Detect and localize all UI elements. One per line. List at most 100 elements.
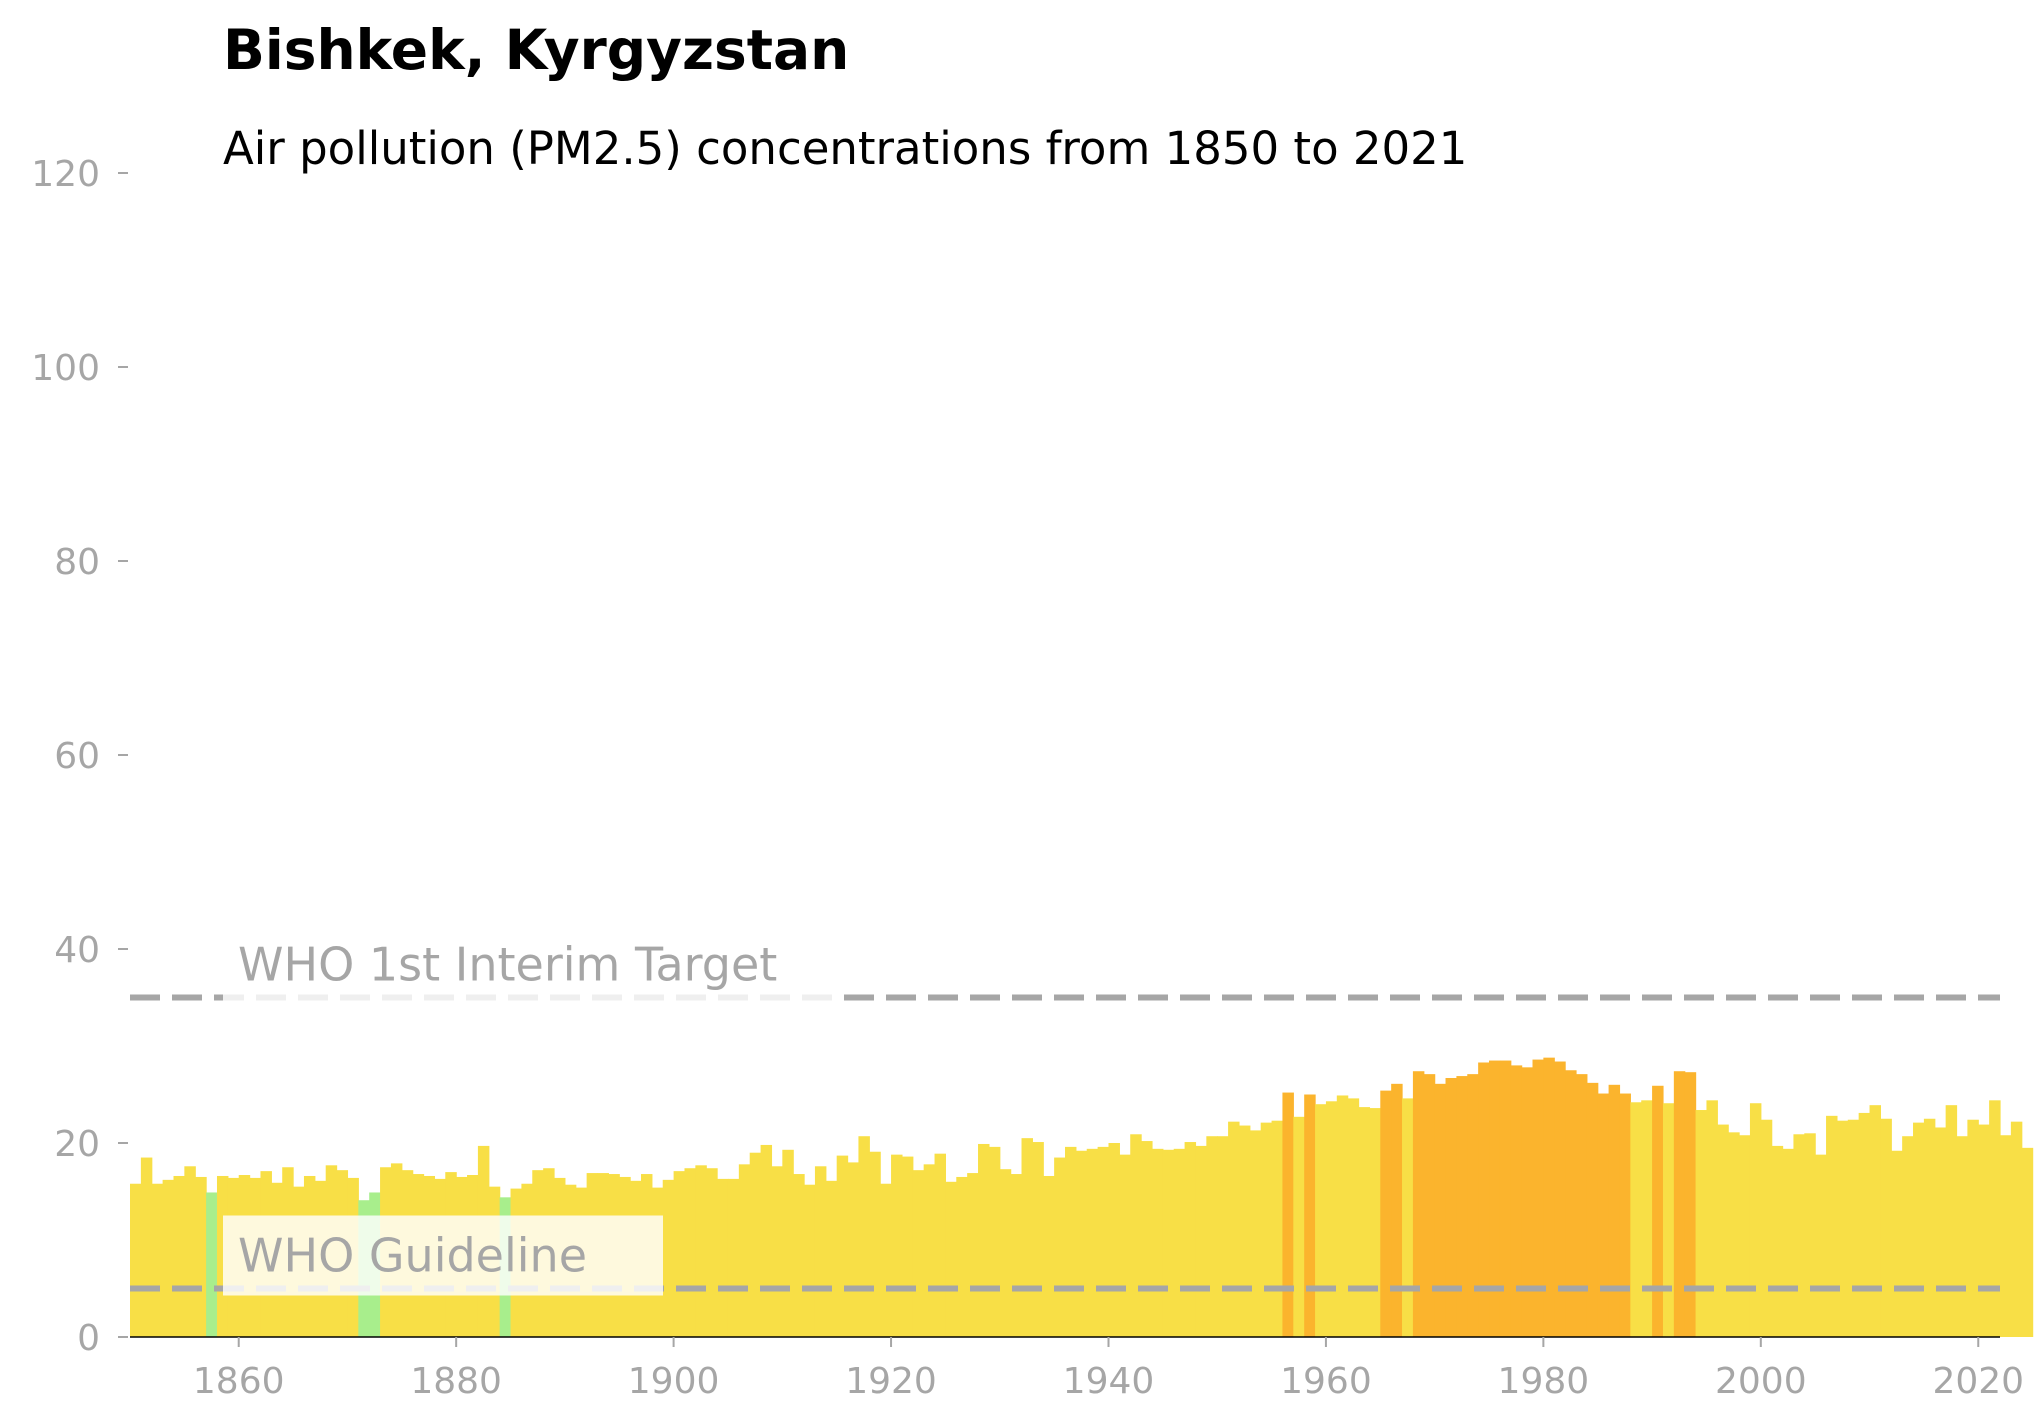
bar-1947 <box>1184 1142 1197 1337</box>
bar-1953 <box>1249 1130 1262 1337</box>
bar-1850 <box>130 1183 142 1337</box>
x-tick-label: 1880 <box>410 1361 502 1402</box>
bar-1851 <box>140 1157 153 1337</box>
x-tick-label: 2020 <box>1932 1361 2024 1402</box>
bar-1987 <box>1619 1093 1631 1337</box>
bar-1914 <box>825 1180 838 1337</box>
bar-1902 <box>695 1165 707 1337</box>
y-tick-label: 20 <box>54 1124 100 1165</box>
bar-1852 <box>151 1183 164 1337</box>
bar-1942 <box>1130 1134 1142 1337</box>
bar-1934 <box>1043 1175 1055 1337</box>
bar-1952 <box>1238 1125 1251 1337</box>
x-tick-label: 1980 <box>1498 1361 1590 1402</box>
bar-1920 <box>891 1154 903 1337</box>
bar-1918 <box>869 1151 881 1337</box>
bar-2023 <box>2010 1121 2023 1337</box>
bar-1856 <box>195 1176 207 1337</box>
bar-1915 <box>836 1155 849 1337</box>
y-tick-label: 60 <box>54 736 100 777</box>
bar-1905 <box>727 1178 740 1337</box>
bar-1973 <box>1467 1074 1479 1337</box>
chart-subtitle: Air pollution (PM2.5) concentrations fro… <box>223 122 1468 175</box>
bar-2011 <box>1880 1118 1892 1337</box>
bar-1904 <box>717 1178 729 1337</box>
bar-1992 <box>1673 1071 1686 1337</box>
reference-label-background <box>223 924 843 1005</box>
x-axis: 1860 1880 1900 1920 1940 1960 1980 2000 2020 <box>130 1336 2024 1402</box>
bar-1923 <box>923 1164 936 1337</box>
bar-1925 <box>945 1181 957 1337</box>
bar-2014 <box>1913 1122 1925 1337</box>
bar-2002 <box>1782 1148 1795 1337</box>
bar-2005 <box>1815 1154 1827 1337</box>
bar-1899 <box>662 1179 675 1337</box>
bar-2009 <box>1858 1112 1871 1337</box>
bar-1988 <box>1630 1102 1642 1337</box>
bar-1929 <box>988 1146 1001 1337</box>
bar-1999 <box>1749 1103 1762 1337</box>
bar-1995 <box>1706 1100 1718 1337</box>
bar-1989 <box>1641 1100 1653 1337</box>
bar-1928 <box>978 1143 990 1337</box>
bar-1910 <box>782 1149 794 1337</box>
bar-1927 <box>967 1173 979 1337</box>
bar-1958 <box>1304 1094 1316 1337</box>
bar-1941 <box>1119 1154 1131 1337</box>
bar-1938 <box>1086 1148 1099 1337</box>
bar-1966 <box>1391 1083 1403 1337</box>
bar-1933 <box>1032 1142 1044 1337</box>
bar-1980 <box>1543 1057 1555 1337</box>
bar-1917 <box>858 1136 870 1337</box>
bar-1911 <box>793 1174 805 1337</box>
bar-1959 <box>1315 1104 1327 1337</box>
bar-2020 <box>1978 1124 1990 1337</box>
bar-1939 <box>1097 1146 1110 1337</box>
y-tick-label: 40 <box>54 930 100 971</box>
bar-1857 <box>206 1192 218 1337</box>
bar-1937 <box>1075 1150 1088 1337</box>
bar-1907 <box>749 1152 762 1337</box>
x-tick-label: 1860 <box>193 1361 285 1402</box>
bar-2003 <box>1793 1134 1805 1337</box>
bar-1994 <box>1695 1110 1708 1337</box>
bar-2016 <box>1934 1127 1947 1337</box>
bar-1935 <box>1054 1157 1066 1337</box>
bar-1924 <box>934 1153 946 1337</box>
bar-1944 <box>1151 1148 1164 1337</box>
bar-1921 <box>901 1156 914 1337</box>
y-tick-label: 80 <box>54 542 100 583</box>
bar-2010 <box>1869 1105 1881 1337</box>
bar-2000 <box>1760 1119 1773 1337</box>
bar-2015 <box>1923 1118 1936 1337</box>
bar-1962 <box>1347 1098 1360 1337</box>
bar-1951 <box>1228 1121 1240 1337</box>
bar-1855 <box>184 1166 196 1337</box>
bar-1945 <box>1162 1149 1175 1337</box>
bar-1982 <box>1565 1070 1577 1337</box>
bar-1971 <box>1445 1078 1457 1337</box>
bar-1963 <box>1358 1107 1371 1337</box>
bar-1948 <box>1195 1145 1207 1337</box>
bar-1986 <box>1608 1084 1621 1337</box>
bar-1991 <box>1662 1103 1675 1337</box>
bar-1970 <box>1434 1083 1447 1337</box>
bar-1932 <box>1021 1138 1033 1337</box>
bar-2008 <box>1847 1119 1860 1337</box>
y-tick-label: 100 <box>31 348 100 389</box>
reference-lines: WHO 1st Interim Target WHO Guideline <box>130 924 2000 1296</box>
bar-1906 <box>738 1164 751 1337</box>
bar-1961 <box>1336 1095 1349 1337</box>
bar-1913 <box>814 1166 827 1337</box>
bar-1983 <box>1575 1074 1588 1337</box>
bar-1926 <box>956 1176 968 1337</box>
bar-1940 <box>1108 1143 1120 1337</box>
bar-1965 <box>1380 1090 1392 1337</box>
bar-1956 <box>1282 1092 1294 1337</box>
bar-1985 <box>1597 1093 1610 1337</box>
bar-1972 <box>1456 1076 1468 1337</box>
x-tick-label: 1920 <box>845 1361 937 1402</box>
bar-2012 <box>1891 1150 1903 1337</box>
bar-1975 <box>1489 1060 1501 1337</box>
